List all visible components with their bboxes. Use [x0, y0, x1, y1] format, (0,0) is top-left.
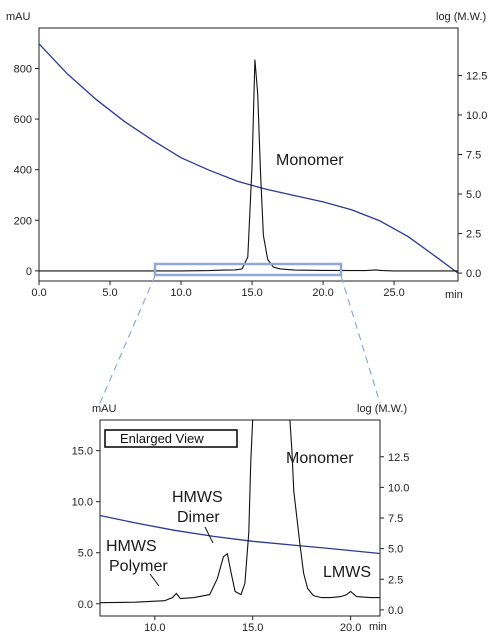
right-tick-label: 7.5 [388, 513, 403, 525]
enlarged-absorbance-trace [99, 419, 380, 604]
hmws-polymer-label-line1: HMWS [106, 538, 157, 555]
x-tick-label: 20.0 [340, 622, 361, 634]
enlarged-molecular-weight-curve [99, 514, 381, 555]
zoom-connector-right [340, 275, 381, 404]
enlarged-left-axis-unit: mAU [92, 403, 117, 415]
left-tick-label: 200 [14, 215, 32, 227]
enlarged-view-label: Enlarged View [120, 431, 204, 446]
hmws-dimer-label-line1: HMWS [172, 489, 223, 506]
left-tick-label: 600 [14, 114, 32, 126]
hmws-dimer-label-line2: Dimer [177, 509, 220, 526]
hmws-polymer-label-line2: Polymer [109, 558, 168, 575]
right-tick-label: 10.0 [388, 482, 409, 494]
enlarged-right-ticks: 0.0 2.5 5.0 7.5 10.0 12.5 [380, 452, 409, 617]
x-tick-label: 10.0 [144, 622, 165, 634]
right-tick-label: 12.5 [466, 70, 487, 82]
right-tick-label: 0.0 [388, 605, 403, 617]
overview-molecular-weight-curve [38, 43, 459, 274]
x-tick-label: 15.0 [242, 622, 263, 634]
right-tick-label: 7.5 [466, 150, 481, 162]
right-tick-label: 5.0 [466, 189, 481, 201]
overview-left-axis-unit: mAU [6, 11, 31, 23]
overview-left-ticks: 0 200 400 600 800 [14, 63, 39, 278]
enlarged-x-ticks: 10.0 15.0 20.0 [144, 616, 361, 634]
left-tick-label: 5.0 [78, 548, 93, 560]
overview-absorbance-trace [39, 59, 458, 272]
left-tick-label: 800 [14, 63, 32, 75]
enlarged-view-label-box [104, 429, 238, 448]
overview-x-ticks: 0.0 5.0 10.0 15.0 20.0 25.0 [31, 281, 405, 299]
overview-right-ticks: 0.0 2.5 5.0 7.5 10.0 12.5 [458, 70, 487, 280]
overview-right-axis-unit: log (M.W.) [436, 11, 486, 23]
x-tick-label: 5.0 [102, 287, 117, 299]
x-tick-label: 15.0 [241, 287, 262, 299]
left-tick-label: 400 [14, 165, 32, 177]
zoom-region-box [153, 262, 343, 277]
left-tick-label: 0 [26, 266, 32, 278]
dimer-pointer [204, 526, 214, 544]
overview-chart: mAU log (M.W.) min 0.0 5.0 10.0 15.0 20.0 25.… [6, 11, 487, 301]
polymer-pointer [149, 573, 160, 587]
right-tick-label: 12.5 [388, 452, 409, 464]
enlarged-x-axis-unit: min [369, 621, 387, 633]
right-tick-label: 5.0 [388, 544, 403, 556]
enlarged-monomer-label: Monomer [286, 450, 354, 467]
overview-x-axis-unit: min [445, 289, 463, 301]
right-tick-label: 2.5 [388, 574, 403, 586]
right-tick-label: 10.0 [466, 110, 487, 122]
left-tick-label: 10.0 [72, 497, 93, 509]
x-tick-label: 0.0 [31, 287, 46, 299]
x-tick-label: 10.0 [170, 287, 191, 299]
x-tick-label: 25.0 [383, 287, 404, 299]
enlarged-right-axis-unit: log (M.W.) [357, 403, 407, 415]
right-tick-label: 2.5 [466, 229, 481, 241]
enlarged-left-ticks: 0.0 5.0 10.0 15.0 [72, 446, 100, 611]
enlarged-chart: mAU log (M.W.) min 10.0 15.0 20.0 0.0 5.0 10… [72, 403, 410, 634]
right-tick-label: 0.0 [466, 268, 481, 280]
left-tick-label: 0.0 [78, 599, 93, 611]
x-tick-label: 20.0 [312, 287, 333, 299]
left-tick-label: 15.0 [72, 446, 93, 458]
overview-monomer-label: Monomer [276, 152, 344, 169]
lmws-label: LMWS [323, 564, 371, 581]
